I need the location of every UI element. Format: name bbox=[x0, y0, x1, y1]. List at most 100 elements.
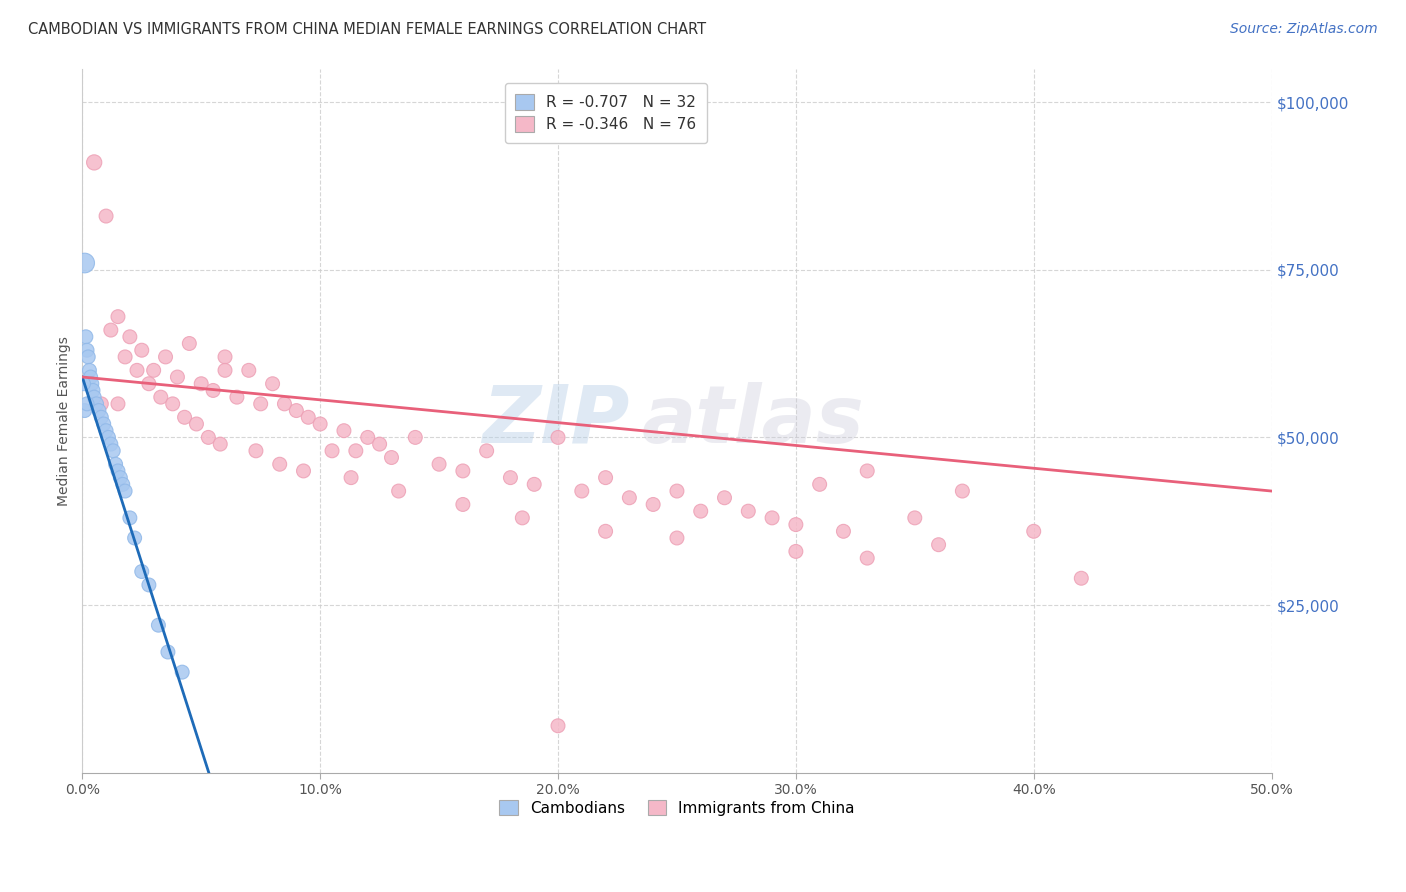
Point bbox=[357, 430, 380, 444]
Point bbox=[273, 397, 295, 411]
Point bbox=[107, 310, 129, 324]
Point bbox=[737, 504, 759, 518]
Point bbox=[73, 403, 96, 417]
Point bbox=[292, 464, 315, 478]
Point bbox=[107, 397, 129, 411]
Point bbox=[197, 430, 219, 444]
Text: Source: ZipAtlas.com: Source: ZipAtlas.com bbox=[1230, 22, 1378, 37]
Point bbox=[124, 531, 146, 545]
Point bbox=[380, 450, 402, 465]
Point bbox=[856, 551, 879, 566]
Point bbox=[80, 376, 103, 391]
Text: atlas: atlas bbox=[641, 382, 865, 459]
Point bbox=[1070, 571, 1092, 585]
Point bbox=[125, 363, 148, 377]
Point bbox=[79, 363, 101, 377]
Point bbox=[72, 376, 94, 391]
Point bbox=[368, 437, 391, 451]
Point bbox=[90, 410, 112, 425]
Point bbox=[665, 531, 688, 545]
Point bbox=[547, 430, 569, 444]
Point bbox=[118, 511, 141, 525]
Point bbox=[856, 464, 879, 478]
Point bbox=[93, 417, 115, 431]
Point bbox=[689, 504, 711, 518]
Point bbox=[97, 430, 120, 444]
Point bbox=[475, 443, 498, 458]
Point bbox=[138, 578, 160, 592]
Point bbox=[309, 417, 332, 431]
Point bbox=[547, 719, 569, 733]
Point bbox=[225, 390, 247, 404]
Point bbox=[90, 397, 112, 411]
Point bbox=[950, 484, 973, 499]
Point bbox=[156, 645, 179, 659]
Point bbox=[214, 350, 236, 364]
Point bbox=[118, 330, 141, 344]
Point bbox=[111, 477, 134, 491]
Point bbox=[713, 491, 735, 505]
Point bbox=[427, 457, 450, 471]
Point bbox=[148, 618, 170, 632]
Point bbox=[186, 417, 208, 431]
Point bbox=[94, 424, 117, 438]
Point bbox=[595, 470, 617, 484]
Point bbox=[104, 457, 127, 471]
Point bbox=[131, 343, 153, 358]
Point bbox=[83, 155, 105, 169]
Point bbox=[172, 665, 194, 680]
Point bbox=[571, 484, 593, 499]
Point bbox=[100, 323, 122, 337]
Point bbox=[297, 410, 319, 425]
Point bbox=[245, 443, 267, 458]
Point bbox=[76, 343, 98, 358]
Point bbox=[404, 430, 426, 444]
Point bbox=[643, 498, 665, 512]
Point bbox=[166, 370, 188, 384]
Point bbox=[285, 403, 308, 417]
Point bbox=[451, 464, 474, 478]
Point bbox=[344, 443, 367, 458]
Point bbox=[904, 511, 927, 525]
Point bbox=[209, 437, 232, 451]
Point bbox=[619, 491, 641, 505]
Point bbox=[76, 397, 98, 411]
Point bbox=[77, 350, 100, 364]
Text: CAMBODIAN VS IMMIGRANTS FROM CHINA MEDIAN FEMALE EARNINGS CORRELATION CHART: CAMBODIAN VS IMMIGRANTS FROM CHINA MEDIA… bbox=[28, 22, 706, 37]
Point bbox=[388, 484, 411, 499]
Point bbox=[94, 209, 117, 223]
Point bbox=[499, 470, 522, 484]
Point bbox=[665, 484, 688, 499]
Point bbox=[79, 370, 101, 384]
Point bbox=[595, 524, 617, 539]
Point bbox=[107, 464, 129, 478]
Point bbox=[785, 544, 807, 558]
Point bbox=[110, 470, 132, 484]
Point bbox=[785, 517, 807, 532]
Point bbox=[512, 511, 534, 525]
Point bbox=[86, 397, 108, 411]
Point bbox=[73, 256, 96, 270]
Point bbox=[451, 498, 474, 512]
Point bbox=[142, 363, 165, 377]
Point bbox=[155, 350, 177, 364]
Point bbox=[162, 397, 184, 411]
Point bbox=[179, 336, 201, 351]
Point bbox=[214, 363, 236, 377]
Point bbox=[523, 477, 546, 491]
Point bbox=[269, 457, 291, 471]
Point bbox=[83, 390, 105, 404]
Point bbox=[928, 538, 950, 552]
Legend: Cambodians, Immigrants from China: Cambodians, Immigrants from China bbox=[491, 790, 863, 825]
Point bbox=[262, 376, 284, 391]
Point bbox=[103, 443, 125, 458]
Text: ZIP: ZIP bbox=[482, 382, 630, 459]
Point bbox=[138, 376, 160, 391]
Point bbox=[340, 470, 363, 484]
Point bbox=[1022, 524, 1045, 539]
Point bbox=[832, 524, 855, 539]
Point bbox=[808, 477, 831, 491]
Point bbox=[321, 443, 343, 458]
Point bbox=[87, 403, 110, 417]
Point bbox=[114, 350, 136, 364]
